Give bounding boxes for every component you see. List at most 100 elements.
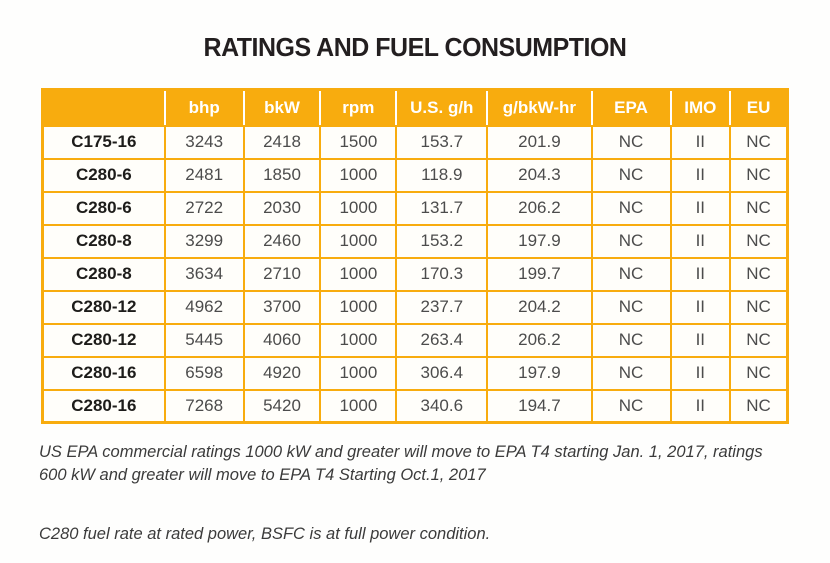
value-cell: 306.4 <box>395 355 489 391</box>
spec-sheet: RATINGS AND FUEL CONSUMPTION bhp bkW rpm… <box>39 32 791 546</box>
value-cell: II <box>669 256 732 292</box>
value-cell: 1000 <box>319 256 398 292</box>
value-cell: II <box>669 322 732 358</box>
header-cell-g-bkw-hr: g/bkW-hr <box>487 89 593 127</box>
model-cell: C280-8 <box>41 223 166 259</box>
value-cell: 3700 <box>242 289 322 325</box>
value-cell: II <box>669 355 732 391</box>
model-cell: C280-6 <box>41 190 166 226</box>
value-cell: NC <box>590 256 672 292</box>
value-cell: 5420 <box>242 388 322 424</box>
value-cell: NC <box>729 223 789 259</box>
value-cell: 204.3 <box>486 157 593 193</box>
header-row: bhp bkW rpm U.S. g/h g/bkW-hr EPA IMO EU <box>42 89 789 127</box>
ratings-table: bhp bkW rpm U.S. g/h g/bkW-hr EPA IMO EU… <box>41 88 789 424</box>
model-cell: C280-12 <box>41 322 166 358</box>
value-cell: NC <box>729 157 789 193</box>
value-cell: NC <box>729 124 789 160</box>
value-cell: 206.2 <box>486 190 593 226</box>
value-cell: 4060 <box>242 322 322 358</box>
value-cell: 2418 <box>242 124 322 160</box>
value-cell: II <box>669 157 732 193</box>
value-cell: 1850 <box>242 157 322 193</box>
value-cell: 197.9 <box>486 355 593 391</box>
value-cell: NC <box>729 388 789 424</box>
table-row: C280-12 4962 3700 1000 237.7 204.2 NC II NC <box>41 289 789 325</box>
model-cell: C280-6 <box>41 157 166 193</box>
value-cell: NC <box>590 223 672 259</box>
footnote-epa-t4: US EPA commercial ratings 1000 kW and gr… <box>39 443 763 484</box>
model-cell: C280-16 <box>41 388 166 424</box>
value-cell: 197.9 <box>486 223 593 259</box>
value-cell: NC <box>590 355 672 391</box>
value-cell: 1500 <box>319 124 398 160</box>
table-row: C280-16 6598 4920 1000 306.4 197.9 NC II NC <box>41 355 789 391</box>
table-row: C280-16 7268 5420 1000 340.6 194.7 NC II NC <box>41 388 789 424</box>
value-cell: NC <box>729 322 789 358</box>
model-cell: C175-16 <box>41 124 166 160</box>
header-cell-rpm: rpm <box>320 89 398 127</box>
value-cell: II <box>669 388 732 424</box>
value-cell: NC <box>590 124 672 160</box>
value-cell: NC <box>729 289 789 325</box>
value-cell: NC <box>590 289 672 325</box>
model-cell: C280-8 <box>41 256 166 292</box>
value-cell: 1000 <box>319 355 398 391</box>
value-cell: 4920 <box>242 355 322 391</box>
value-cell: 237.7 <box>395 289 489 325</box>
table-row: C280-8 3299 2460 1000 153.2 197.9 NC II NC <box>41 223 789 259</box>
value-cell: 1000 <box>319 190 398 226</box>
footnote-c280-bsfc: C280 fuel rate at rated power, BSFC is a… <box>39 525 491 543</box>
value-cell: 3634 <box>163 256 245 292</box>
value-cell: NC <box>590 157 672 193</box>
value-cell: 4962 <box>163 289 245 325</box>
value-cell: 2030 <box>242 190 322 226</box>
value-cell: 153.7 <box>395 124 489 160</box>
value-cell: 206.2 <box>486 322 593 358</box>
value-cell: II <box>669 223 732 259</box>
model-cell: C280-12 <box>41 289 166 325</box>
header-cell-bhp: bhp <box>164 89 245 127</box>
table-row: C280-6 2722 2030 1000 131.7 206.2 NC II NC <box>41 190 789 226</box>
value-cell: NC <box>590 190 672 226</box>
value-cell: 6598 <box>163 355 245 391</box>
value-cell: 2722 <box>163 190 245 226</box>
table-row: C280-6 2481 1850 1000 118.9 204.3 NC II NC <box>41 157 789 193</box>
header-cell-imo: IMO <box>670 89 732 127</box>
value-cell: 131.7 <box>395 190 489 226</box>
table-row: C280-8 3634 2710 1000 170.3 199.7 NC II NC <box>41 256 789 292</box>
footnotes: US EPA commercial ratings 1000 kW and gr… <box>39 441 791 546</box>
header-cell-us-gh: U.S. g/h <box>396 89 489 127</box>
value-cell: NC <box>590 388 672 424</box>
header-cell-bkw: bkW <box>243 89 322 127</box>
value-cell: NC <box>729 190 789 226</box>
value-cell: II <box>669 289 732 325</box>
value-cell: NC <box>729 355 789 391</box>
model-cell: C280-16 <box>41 355 166 391</box>
header-cell-eu: EU <box>730 89 789 127</box>
table-row: C280-12 5445 4060 1000 263.4 206.2 NC II NC <box>41 322 789 358</box>
value-cell: 1000 <box>319 223 398 259</box>
value-cell: 118.9 <box>395 157 489 193</box>
value-cell: 7268 <box>163 388 245 424</box>
value-cell: 3299 <box>163 223 245 259</box>
value-cell: 340.6 <box>395 388 489 424</box>
value-cell: NC <box>590 322 672 358</box>
value-cell: 1000 <box>319 388 398 424</box>
value-cell: 153.2 <box>395 223 489 259</box>
value-cell: II <box>669 124 732 160</box>
value-cell: 199.7 <box>486 256 593 292</box>
value-cell: 170.3 <box>395 256 489 292</box>
value-cell: 2710 <box>242 256 322 292</box>
value-cell: 194.7 <box>486 388 593 424</box>
table-row: C175-16 3243 2418 1500 153.7 201.9 NC II NC <box>41 124 789 160</box>
header-cell-model <box>42 89 166 127</box>
value-cell: NC <box>729 256 789 292</box>
value-cell: 2481 <box>163 157 245 193</box>
page-title: RATINGS AND FUEL CONSUMPTION <box>203 32 627 62</box>
value-cell: 204.2 <box>486 289 593 325</box>
value-cell: 1000 <box>319 289 398 325</box>
table-header: bhp bkW rpm U.S. g/h g/bkW-hr EPA IMO EU <box>42 89 789 127</box>
value-cell: 5445 <box>163 322 245 358</box>
header-cell-epa: EPA <box>591 89 672 127</box>
